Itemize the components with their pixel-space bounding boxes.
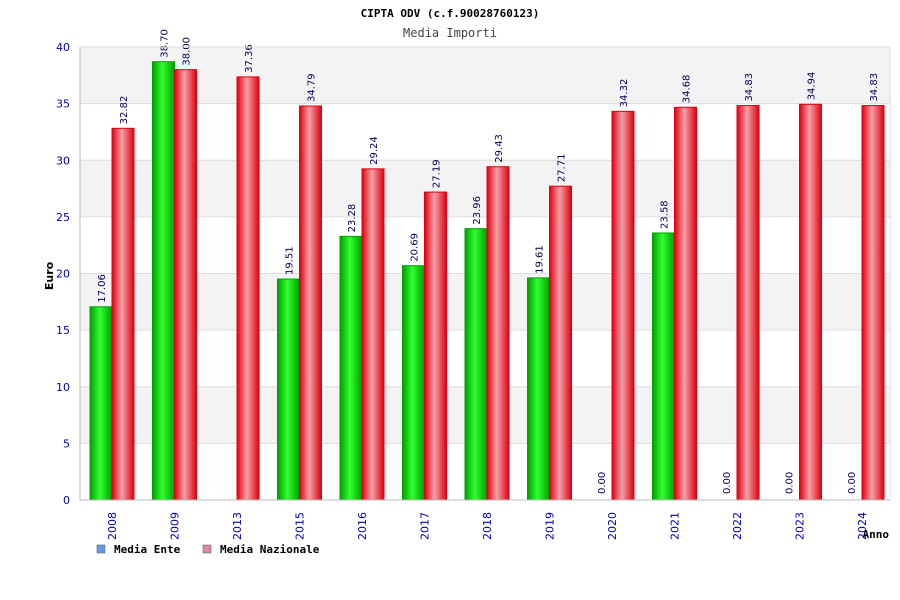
- bar-media-ente: [339, 235, 363, 501]
- y-tick-label: 15: [56, 324, 70, 337]
- plot-band: [80, 103, 890, 161]
- value-label-media-nazionale: 29.43: [494, 134, 505, 163]
- y-tick-label: 30: [56, 154, 70, 167]
- value-label-media-ente: 0.00: [785, 472, 796, 494]
- y-tick-label: 20: [56, 268, 70, 281]
- x-tick-label: 2015: [294, 512, 307, 540]
- y-tick-labels: 0 5 10 15 20 25 30 35 40: [56, 41, 70, 507]
- x-tick-label: 2022: [731, 512, 744, 540]
- x-tick-label: 2013: [231, 512, 244, 540]
- x-tick-label: 2019: [544, 512, 557, 540]
- x-tick-label: 2017: [419, 512, 432, 540]
- value-label-media-ente: 23.96: [472, 196, 483, 225]
- x-axis-label: Anno: [863, 528, 890, 541]
- value-label-media-ente: 0.00: [597, 472, 608, 494]
- bar-media-nazionale: [174, 69, 197, 501]
- bar-media-nazionale: [674, 106, 697, 501]
- chart-subtitle: Media Importi: [403, 26, 497, 40]
- y-tick-label: 0: [63, 494, 70, 507]
- bar-media-nazionale: [361, 168, 385, 501]
- legend-swatch: [202, 544, 212, 554]
- value-label-media-nazionale: 37.36: [244, 44, 255, 73]
- x-tick-label: 2008: [106, 512, 119, 540]
- legend-label: Media Nazionale: [220, 543, 320, 556]
- value-label-media-nazionale: 32.82: [119, 96, 130, 125]
- bar-media-nazionale: [736, 105, 760, 501]
- y-tick-label: 10: [56, 381, 70, 394]
- chart-title: CIPTA ODV (c.f.90028760123): [361, 7, 540, 20]
- value-label-media-nazionale: 27.71: [557, 154, 568, 183]
- bar-media-nazionale: [611, 110, 635, 501]
- bar-media-nazionale: [549, 185, 572, 501]
- value-label-media-ente: 17.06: [97, 274, 108, 303]
- x-tick-label: 2020: [606, 512, 619, 540]
- value-label-media-ente: 20.69: [410, 233, 421, 262]
- bar-media-nazionale: [299, 105, 322, 501]
- bar-media-ente: [464, 228, 488, 501]
- bar-media-nazionale: [236, 76, 260, 501]
- value-label-media-nazionale: 34.79: [307, 73, 318, 102]
- value-label-media-nazionale: 27.19: [432, 159, 443, 188]
- y-tick-label: 25: [56, 211, 70, 224]
- value-label-media-ente: 19.51: [285, 246, 296, 275]
- value-label-media-ente: 0.00: [847, 472, 858, 494]
- legend: Media Ente Media Nazionale: [96, 543, 320, 556]
- value-label-media-ente: 38.70: [160, 29, 171, 58]
- x-tick-label: 2023: [794, 512, 807, 540]
- value-label-media-nazionale: 34.94: [807, 72, 818, 101]
- value-label-media-ente: 23.58: [660, 200, 671, 229]
- value-label-media-nazionale: 34.83: [869, 73, 880, 102]
- value-label-media-ente: 0.00: [722, 472, 733, 494]
- bar-media-ente: [89, 306, 113, 501]
- y-tick-label: 40: [56, 41, 70, 54]
- value-label-media-ente: 23.28: [347, 204, 358, 233]
- value-label-media-ente: 19.61: [535, 245, 546, 274]
- y-tick-label: 35: [56, 98, 70, 111]
- bar-media-ente: [152, 61, 175, 501]
- value-labels: 17.06 32.82 38.70 38.00 37.36 19.51 34.79 23.28…: [97, 29, 880, 494]
- x-tick-label: 2018: [481, 512, 494, 540]
- plot-band: [80, 160, 890, 217]
- legend-swatch: [96, 544, 106, 554]
- value-label-media-nazionale: 34.68: [682, 75, 693, 104]
- value-label-media-nazionale: 38.00: [182, 37, 193, 66]
- bar-media-ente: [277, 278, 300, 501]
- bar-media-nazionale: [111, 127, 135, 501]
- value-label-media-nazionale: 34.32: [619, 79, 630, 108]
- y-tick-label: 5: [63, 437, 70, 450]
- x-tick-label: 2024: [856, 512, 869, 540]
- x-tick-labels: 2008 2009 2013 2015 2016 2017 2018 2019 2020 2021…: [106, 512, 869, 540]
- bar-media-nazionale: [799, 103, 822, 501]
- bar-media-ente: [527, 277, 550, 501]
- bar-media-nazionale: [424, 191, 447, 501]
- bar-media-ente: [652, 232, 675, 501]
- x-tick-label: 2016: [356, 512, 369, 540]
- axes: [79, 46, 891, 501]
- legend-label: Media Ente: [114, 543, 181, 556]
- y-axis-label: Euro: [43, 261, 56, 290]
- x-tick-label: 2021: [669, 512, 682, 540]
- value-label-media-nazionale: 34.83: [744, 73, 755, 102]
- plot-band: [80, 47, 890, 104]
- value-label-media-nazionale: 29.24: [369, 136, 380, 165]
- bar-media-nazionale: [861, 105, 885, 501]
- bar-media-nazionale: [486, 166, 510, 501]
- x-tick-label: 2009: [169, 512, 182, 540]
- bar-media-ente: [402, 265, 425, 501]
